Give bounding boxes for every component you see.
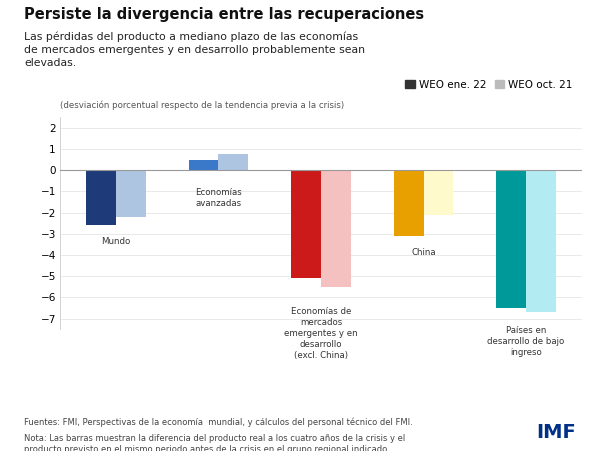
- Bar: [291, 170, 321, 278]
- Text: China: China: [411, 248, 436, 257]
- Text: (desviación porcentual respecto de la tendencia previa a la crisis): (desviación porcentual respecto de la te…: [60, 101, 344, 110]
- Bar: [496, 170, 526, 308]
- Text: Persiste la divergencia entre las recuperaciones: Persiste la divergencia entre las recupe…: [24, 7, 424, 22]
- Text: Las pérdidas del producto a mediano plazo de las economías
de mercados emergente: Las pérdidas del producto a mediano plaz…: [24, 32, 365, 69]
- Text: Países en
desarrollo de bajo
ingreso: Países en desarrollo de bajo ingreso: [487, 326, 565, 357]
- Bar: [321, 170, 351, 287]
- Text: Economías de
mercados
emergentes y en
desarrollo
(excl. China): Economías de mercados emergentes y en de…: [284, 307, 358, 360]
- Text: Fuentes: FMI, Perspectivas de la economía  mundial, y cálculos del personal técn: Fuentes: FMI, Perspectivas de la economí…: [24, 417, 413, 427]
- Text: Mundo: Mundo: [101, 237, 131, 246]
- Bar: [86, 170, 116, 226]
- Text: IMF: IMF: [536, 423, 576, 442]
- Bar: [424, 170, 454, 215]
- Bar: [394, 170, 424, 236]
- Bar: [218, 154, 248, 170]
- Bar: [116, 170, 146, 217]
- Legend: WEO ene. 22, WEO oct. 21: WEO ene. 22, WEO oct. 21: [401, 76, 577, 94]
- Text: Economías
avanzadas: Economías avanzadas: [195, 188, 242, 208]
- Bar: [526, 170, 556, 312]
- Text: Nota: Las barras muestran la diferencia del producto real a los cuatro años de l: Nota: Las barras muestran la diferencia …: [24, 434, 405, 451]
- Bar: [188, 160, 218, 170]
